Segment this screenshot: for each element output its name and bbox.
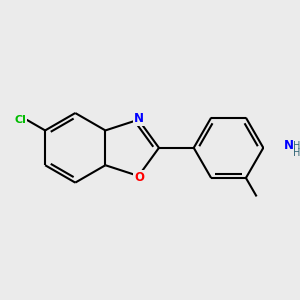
Text: O: O <box>134 171 144 184</box>
Text: Cl: Cl <box>14 115 26 125</box>
Text: N: N <box>134 112 144 125</box>
Text: H: H <box>293 148 300 158</box>
Text: H: H <box>293 141 300 151</box>
Text: N: N <box>284 139 294 152</box>
